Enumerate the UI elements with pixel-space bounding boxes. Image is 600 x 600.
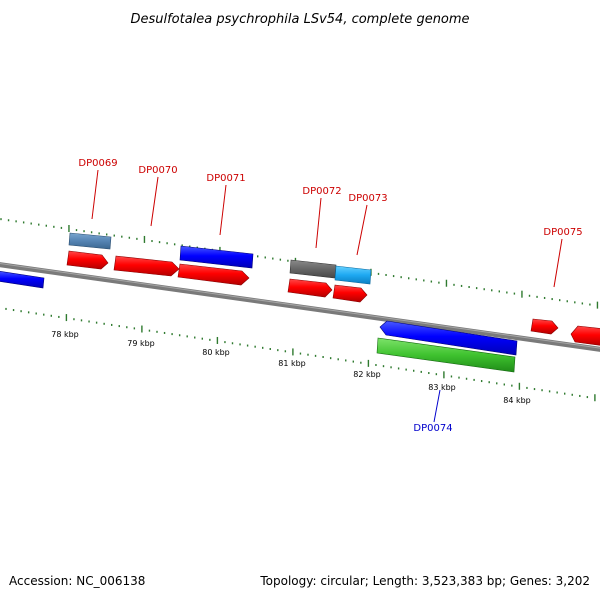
- position-label: 79 kbp: [127, 339, 155, 348]
- gene-label[interactable]: DP0069: [78, 158, 117, 169]
- gene-arrow[interactable]: [0, 271, 45, 289]
- gene-arrow[interactable]: [570, 325, 600, 346]
- gene-label[interactable]: DP0072: [302, 186, 341, 197]
- tick-track-lower: [5, 307, 596, 402]
- position-label: 78 kbp: [51, 330, 79, 339]
- gene-arrow[interactable]: [177, 263, 250, 286]
- position-label: 83 kbp: [428, 383, 456, 392]
- position-label: 81 kbp: [278, 359, 306, 368]
- position-label: 80 kbp: [202, 348, 230, 357]
- genome-summary-text: Topology: circular; Length: 3,523,383 bp…: [260, 574, 590, 588]
- position-labels: 78 kbp 79 kbp 80 kbp 81 kbp 82 kbp 83 kb…: [51, 330, 531, 405]
- gene-label-leaders: [91, 169, 563, 423]
- map-title: Desulfotalea psychrophila LSv54, complet…: [130, 12, 469, 27]
- gene-labels: DP0069 DP0070 DP0071 DP0072 DP0073 DP007…: [78, 158, 582, 434]
- accession-text: Accession: NC_006138: [9, 574, 146, 588]
- gene-label[interactable]: DP0075: [543, 227, 582, 238]
- gene-arrow[interactable]: [113, 255, 180, 277]
- gene-label[interactable]: DP0073: [348, 193, 387, 204]
- position-label: 82 kbp: [353, 370, 381, 379]
- gene-label[interactable]: DP0070: [138, 165, 177, 176]
- gene-arrows: [0, 232, 600, 373]
- tick-track-upper: [0, 218, 599, 309]
- gene-arrow[interactable]: [530, 318, 559, 335]
- gene-arrow[interactable]: [379, 320, 518, 356]
- gene-arrow[interactable]: [289, 259, 337, 279]
- position-label: 84 kbp: [503, 396, 531, 405]
- gene-arrow[interactable]: [334, 265, 372, 285]
- gene-arrow[interactable]: [332, 284, 368, 303]
- gene-arrow[interactable]: [179, 245, 254, 269]
- backbone: [0, 262, 600, 352]
- gene-arrow[interactable]: [287, 278, 333, 298]
- gene-arrow[interactable]: [376, 337, 516, 373]
- gene-arrow[interactable]: [66, 250, 109, 270]
- gene-label[interactable]: DP0071: [206, 173, 245, 184]
- gene-arrow[interactable]: [68, 232, 112, 250]
- gene-label[interactable]: DP0074: [413, 423, 452, 434]
